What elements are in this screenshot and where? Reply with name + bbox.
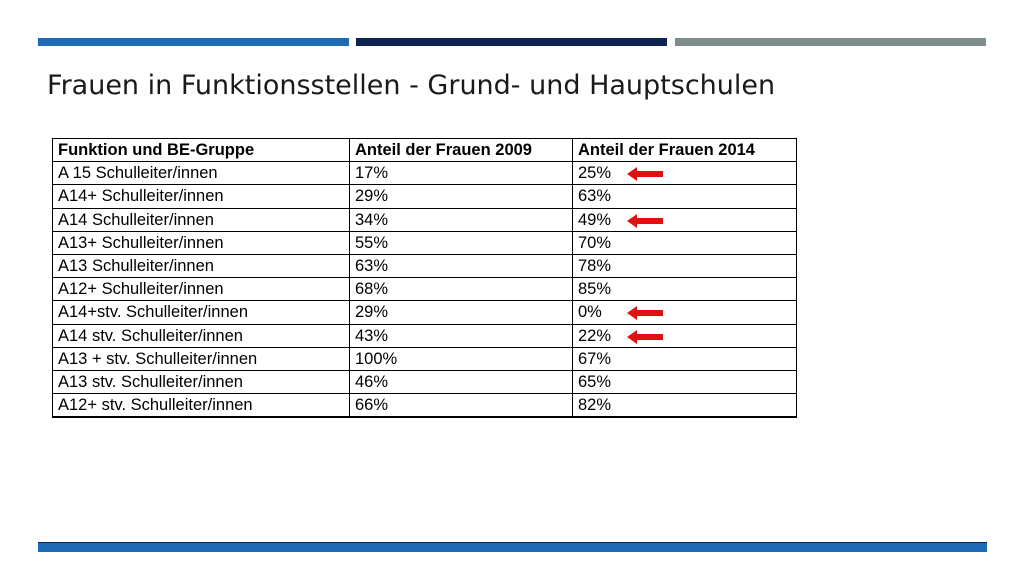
cell-anteil-2009: 34%	[349, 207, 573, 232]
table-row: A14+ Schulleiter/innen 29% 63%	[52, 184, 797, 209]
cell-funktion: A13+ Schulleiter/innen	[52, 230, 350, 255]
table-row: A13 Schulleiter/innen 63% 78%	[52, 253, 797, 279]
cell-anteil-2014-value: 65%	[578, 372, 612, 391]
cell-anteil-2014-value: 0%	[578, 303, 602, 322]
table-row: A12+ stv. Schulleiter/innen 66% 82%	[52, 393, 797, 419]
top-accent-bar-gray	[675, 38, 986, 46]
bottom-accent-bar	[38, 542, 987, 552]
header-anteil-2014: Anteil der Frauen 2014	[572, 137, 797, 163]
cell-anteil-2014-value: 82%	[578, 396, 612, 415]
cell-anteil-2014-value: 25%	[578, 164, 612, 183]
table-row: A13 stv. Schulleiter/innen 46% 65%	[52, 369, 797, 395]
table-body: A 15 Schulleiter/innen 17% 25% A14+ Schulle…	[52, 161, 797, 419]
cell-anteil-2009: 29%	[349, 184, 573, 209]
cell-funktion: A 15 Schulleiter/innen	[52, 161, 350, 186]
cell-funktion: A13 stv. Schulleiter/innen	[52, 369, 350, 395]
cell-anteil-2009: 29%	[349, 300, 573, 325]
cell-anteil-2014-value: 22%	[578, 326, 612, 345]
header-anteil-2009: Anteil der Frauen 2009	[349, 137, 573, 163]
cell-anteil-2014: 49%	[572, 207, 797, 232]
cell-anteil-2014: 0%	[572, 300, 797, 325]
table-row: A14+stv. Schulleiter/innen 29% 0%	[52, 300, 797, 325]
table-row: A14 stv. Schulleiter/innen 43% 22%	[52, 323, 797, 348]
cell-anteil-2014: 65%	[572, 369, 797, 395]
cell-funktion: A12+ Schulleiter/innen	[52, 277, 350, 302]
top-accent-bar-blue	[38, 38, 349, 46]
cell-anteil-2009: 17%	[349, 161, 573, 186]
left-arrow-icon	[627, 166, 663, 182]
table-header-row: Funktion und BE-Gruppe Anteil der Frauen…	[52, 137, 797, 163]
header-funktion: Funktion und BE-Gruppe	[52, 137, 350, 163]
slide-title: Frauen in Funktionsstellen - Grund- und …	[47, 70, 776, 101]
cell-anteil-2014: 63%	[572, 184, 797, 209]
cell-funktion: A14+ Schulleiter/innen	[52, 184, 350, 209]
left-arrow-icon	[627, 305, 663, 321]
cell-anteil-2014: 82%	[572, 393, 797, 419]
cell-anteil-2014: 22%	[572, 323, 797, 348]
cell-anteil-2014: 67%	[572, 346, 797, 371]
cell-anteil-2009: 43%	[349, 323, 573, 348]
cell-anteil-2014-value: 67%	[578, 349, 612, 368]
cell-anteil-2009: 63%	[349, 253, 573, 279]
cell-anteil-2014-value: 70%	[578, 233, 612, 252]
cell-anteil-2014-value: 63%	[578, 187, 612, 206]
cell-funktion: A14+stv. Schulleiter/innen	[52, 300, 350, 325]
cell-anteil-2009: 66%	[349, 393, 573, 419]
cell-anteil-2014-value: 78%	[578, 257, 612, 276]
cell-anteil-2014-value: 49%	[578, 210, 612, 229]
table-row: A14 Schulleiter/innen 34% 49%	[52, 207, 797, 232]
cell-anteil-2009: 55%	[349, 230, 573, 255]
cell-anteil-2014-value: 85%	[578, 280, 612, 299]
table-row: A13 + stv. Schulleiter/innen 100% 67%	[52, 346, 797, 371]
top-accent-bar-navy	[356, 38, 667, 46]
cell-funktion: A12+ stv. Schulleiter/innen	[52, 393, 350, 419]
left-arrow-icon	[627, 213, 663, 228]
cell-anteil-2009: 68%	[349, 277, 573, 302]
women-share-table: Funktion und BE-Gruppe Anteil der Frauen…	[52, 137, 797, 419]
cell-funktion: A14 Schulleiter/innen	[52, 207, 350, 232]
cell-anteil-2014: 25%	[572, 161, 797, 186]
cell-anteil-2014: 78%	[572, 253, 797, 279]
cell-anteil-2014: 70%	[572, 230, 797, 255]
table-row: A13+ Schulleiter/innen 55% 70%	[52, 230, 797, 255]
left-arrow-icon	[627, 329, 663, 344]
table-row: A 15 Schulleiter/innen 17% 25%	[52, 161, 797, 186]
cell-anteil-2009: 46%	[349, 369, 573, 395]
table-row: A12+ Schulleiter/innen 68% 85%	[52, 277, 797, 302]
cell-funktion: A13 + stv. Schulleiter/innen	[52, 346, 350, 371]
cell-anteil-2014: 85%	[572, 277, 797, 302]
cell-anteil-2009: 100%	[349, 346, 573, 371]
cell-funktion: A13 Schulleiter/innen	[52, 253, 350, 279]
cell-funktion: A14 stv. Schulleiter/innen	[52, 323, 350, 348]
